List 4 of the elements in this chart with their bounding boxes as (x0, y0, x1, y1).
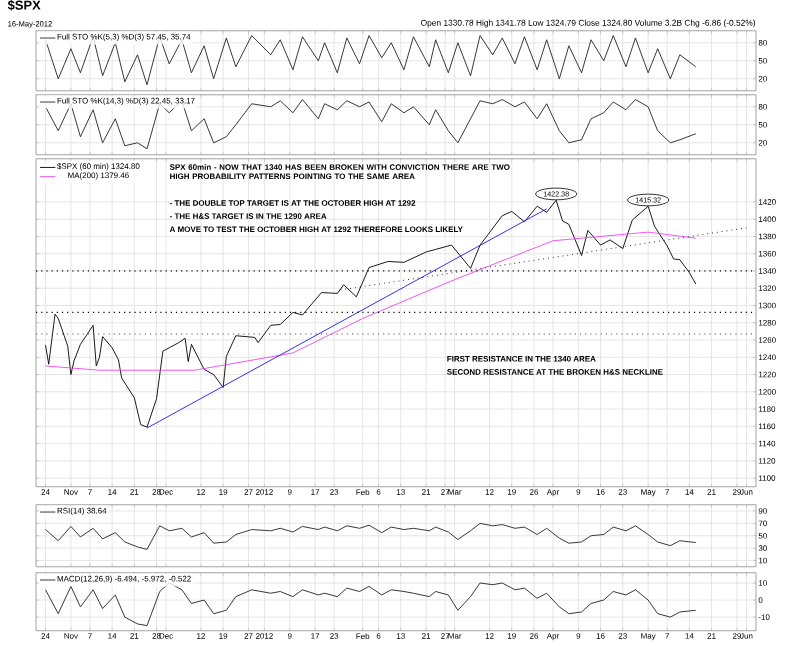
line-series (45, 582, 697, 626)
line-series (45, 522, 697, 550)
line-series (45, 231, 697, 371)
line-series (45, 34, 697, 85)
